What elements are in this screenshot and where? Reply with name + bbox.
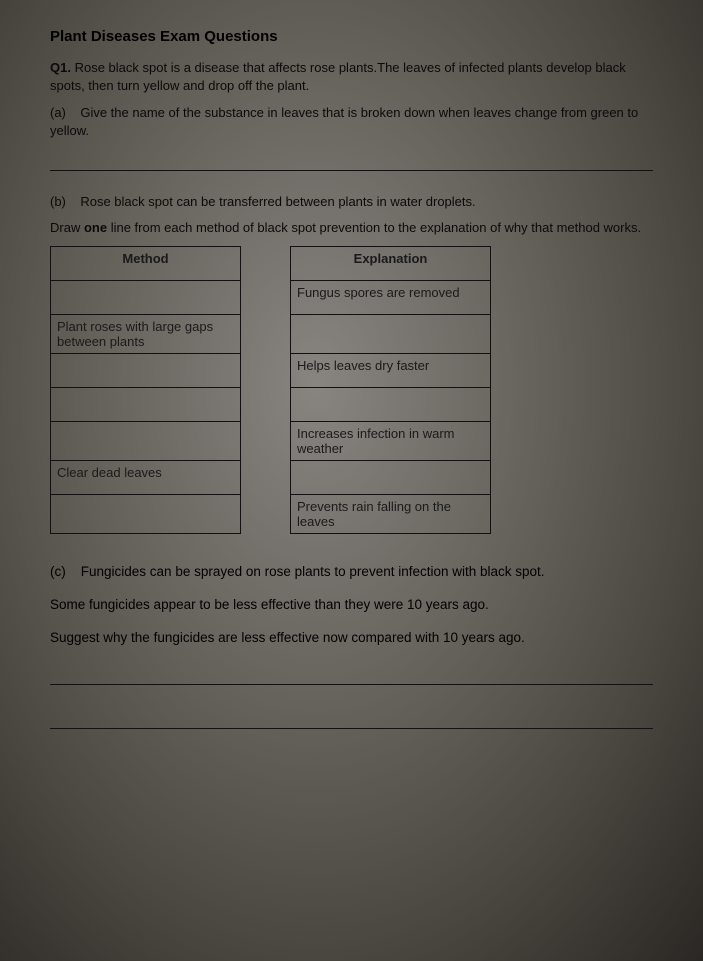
q1b-label: (b) [50, 194, 66, 209]
q1a-label: (a) [50, 105, 66, 120]
table-row [51, 388, 491, 422]
cell-method: Clear dead leaves [51, 461, 241, 495]
cell-method [51, 422, 241, 461]
cell-gap [241, 422, 291, 461]
q1b-text1: Rose black spot can be transferred betwe… [80, 194, 475, 209]
table-row: Helps leaves dry faster [51, 354, 491, 388]
cell-exp [291, 315, 491, 354]
cell-method [51, 354, 241, 388]
q1c-label: (c) [50, 564, 66, 579]
matching-table: Method Explanation Fungus spores are rem… [50, 246, 491, 534]
q1c-line2: Some fungicides appear to be less effect… [50, 597, 653, 612]
q1-number: Q1. [50, 60, 71, 75]
q1-intro: Q1. Rose black spot is a disease that af… [50, 59, 653, 94]
cell-gap [241, 495, 291, 534]
cell-method: Plant roses with large gaps between plan… [51, 315, 241, 354]
q1a-text: Give the name of the substance in leaves… [50, 105, 638, 138]
cell-gap [241, 354, 291, 388]
cell-gap [241, 281, 291, 315]
q1c-text1: Fungicides can be sprayed on rose plants… [81, 564, 545, 579]
page-title: Plant Diseases Exam Questions [50, 28, 653, 45]
answer-line-a[interactable] [50, 153, 653, 171]
answer-line-c2[interactable] [50, 709, 653, 729]
cell-exp: Helps leaves dry faster [291, 354, 491, 388]
cell-exp: Prevents rain falling on the leaves [291, 495, 491, 534]
table-row: Plant roses with large gaps between plan… [51, 315, 491, 354]
cell-method [51, 281, 241, 315]
q1b-text2-bold: one [84, 220, 107, 235]
cell-method [51, 388, 241, 422]
th-method: Method [51, 247, 241, 281]
cell-gap [241, 388, 291, 422]
cell-exp: Increases infection in warm weather [291, 422, 491, 461]
table-row: Clear dead leaves [51, 461, 491, 495]
cell-gap [241, 315, 291, 354]
q1c-line3: Suggest why the fungicides are less effe… [50, 630, 653, 645]
cell-gap [241, 461, 291, 495]
cell-exp [291, 388, 491, 422]
table-row: Increases infection in warm weather [51, 422, 491, 461]
q1b-line1: (b) Rose black spot can be transferred b… [50, 193, 653, 211]
q1-intro-text: Rose black spot is a disease that affect… [50, 60, 626, 93]
th-explanation: Explanation [291, 247, 491, 281]
q1b-text2-post: line from each method of black spot prev… [107, 220, 641, 235]
table-row: Prevents rain falling on the leaves [51, 495, 491, 534]
q1c-line1: (c) Fungicides can be sprayed on rose pl… [50, 564, 653, 579]
th-gap [241, 247, 291, 281]
table-row: Fungus spores are removed [51, 281, 491, 315]
cell-exp: Fungus spores are removed [291, 281, 491, 315]
q1b-line2: Draw one line from each method of black … [50, 219, 653, 237]
cell-method [51, 495, 241, 534]
q1a: (a) Give the name of the substance in le… [50, 104, 653, 139]
q1b-text2-pre: Draw [50, 220, 84, 235]
cell-exp [291, 461, 491, 495]
q1c: (c) Fungicides can be sprayed on rose pl… [50, 564, 653, 645]
answer-line-c1[interactable] [50, 665, 653, 685]
